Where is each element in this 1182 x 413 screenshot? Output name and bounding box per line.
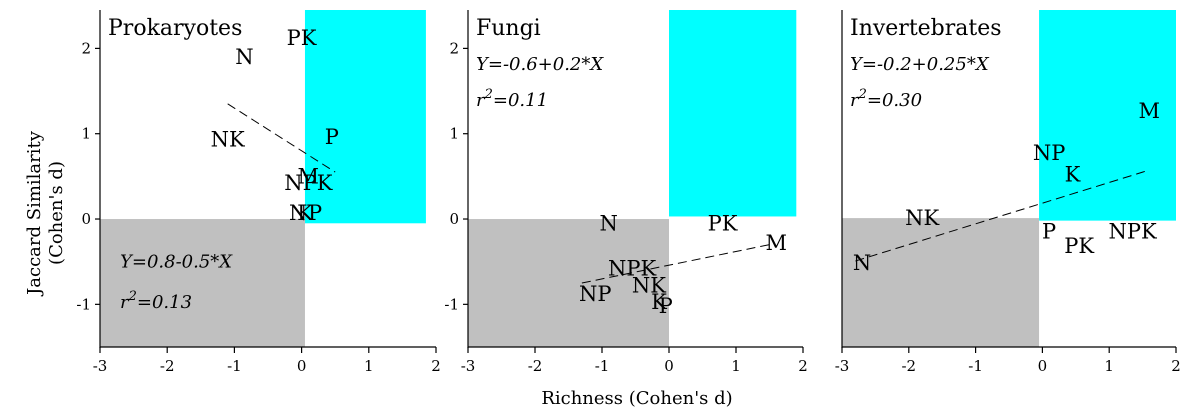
y-tick-label: 1 <box>449 125 459 143</box>
r-squared-base: r <box>476 90 486 111</box>
regression-line <box>581 244 770 284</box>
point-m: M <box>1139 99 1161 123</box>
region-cyan <box>1039 10 1176 221</box>
region-cyan <box>669 10 797 217</box>
point-k: K <box>1065 162 1081 186</box>
y-axis-title-line2: (Cohen's d) <box>46 161 67 265</box>
regression-line <box>227 103 336 173</box>
panel-title: Fungi <box>476 16 541 41</box>
point-k: K <box>651 290 667 314</box>
r-squared: r2=0.11 <box>476 87 548 111</box>
point-nk: NK <box>905 206 939 230</box>
x-tick-label: 2 <box>798 357 808 375</box>
r-squared: r2=0.13 <box>120 289 192 313</box>
x-tick-label: 1 <box>731 357 741 375</box>
regression-line <box>855 169 1150 262</box>
region-cyan <box>304 10 426 224</box>
point-pk: PK <box>287 26 317 50</box>
x-tick-label: -3 <box>93 357 108 375</box>
point-np: NP <box>579 282 612 306</box>
x-tick-label: 0 <box>664 357 674 375</box>
r-squared-base: r <box>850 90 860 111</box>
point-n: N <box>235 45 253 69</box>
x-tick-label: 0 <box>297 357 307 375</box>
x-tick-label: 2 <box>1171 357 1181 375</box>
point-n: N <box>289 201 307 225</box>
point-pk: PK <box>708 211 738 235</box>
region-grey <box>842 218 1040 347</box>
y-tick-label: 2 <box>449 39 459 57</box>
point-p: P <box>1042 220 1056 244</box>
y-tick-label: 0 <box>449 210 459 228</box>
point-n: N <box>853 251 871 275</box>
panel-invertebrates: -3 -2 -1 0 1 2 M NPK NK P PK NPK N Invertebrates Y=-0.… <box>835 10 1181 375</box>
y-axis-title: Jaccard Similarity (Cohen's d) <box>24 130 67 297</box>
r-squared-base: r <box>120 292 130 313</box>
r-squared-value: =0.11 <box>493 90 548 111</box>
regression-equation: Y=-0.2+0.25*X <box>850 54 990 75</box>
r-squared-exponent: 2 <box>128 289 137 304</box>
point-p: P <box>325 125 339 149</box>
point-nk: NK <box>632 274 666 298</box>
point-m: M <box>765 231 787 255</box>
point-p: P <box>308 201 322 225</box>
r-squared-exponent: 2 <box>858 87 867 102</box>
x-axis-title: Richness (Cohen's d) <box>541 388 732 409</box>
region-grey <box>100 219 305 347</box>
x-tick-label: -3 <box>461 357 476 375</box>
x-tick-label: 1 <box>364 357 374 375</box>
point-pk: PK <box>1064 234 1094 258</box>
x-tick-label: -2 <box>901 357 916 375</box>
regression-equation: Y=0.8-0.5*X <box>120 252 233 273</box>
point-nk: NK <box>211 128 245 152</box>
point-np: NP <box>1033 141 1066 165</box>
y-tick-label: 0 <box>81 210 91 228</box>
panel-title: Invertebrates <box>850 16 1002 41</box>
r-squared-value: =0.30 <box>867 90 922 111</box>
x-tick-label: 1 <box>1104 357 1114 375</box>
y-tick-label: -1 <box>444 295 459 313</box>
x-tick-label: -2 <box>160 357 175 375</box>
x-tick-label: -3 <box>835 357 850 375</box>
point-n: N <box>600 211 618 235</box>
y-tick-label: 2 <box>81 39 91 57</box>
x-tick-label: -2 <box>528 357 543 375</box>
r-squared-value: =0.13 <box>137 292 192 313</box>
x-tick-label: 2 <box>431 357 441 375</box>
x-tick-label: -1 <box>227 357 242 375</box>
point-npk: NPK <box>284 171 333 195</box>
x-tick-label: -1 <box>968 357 983 375</box>
point-p: P <box>659 294 673 318</box>
point-npk: NPK <box>1108 220 1157 244</box>
y-tick-label: -1 <box>76 295 91 313</box>
y-tick-label: 1 <box>81 125 91 143</box>
point-m: M <box>298 164 320 188</box>
y-axis-title-line1: Jaccard Similarity <box>24 130 45 297</box>
regression-equation: Y=-0.6+0.2*X <box>476 54 604 75</box>
point-npk: NPK <box>608 257 657 281</box>
r-squared-exponent: 2 <box>484 87 493 102</box>
x-tick-label: -1 <box>595 357 610 375</box>
x-tick-label: 0 <box>1038 357 1048 375</box>
panel-title: Prokaryotes <box>108 16 242 41</box>
r-squared: r2=0.30 <box>850 87 922 111</box>
region-grey <box>468 219 669 347</box>
point-k: K <box>297 201 313 225</box>
